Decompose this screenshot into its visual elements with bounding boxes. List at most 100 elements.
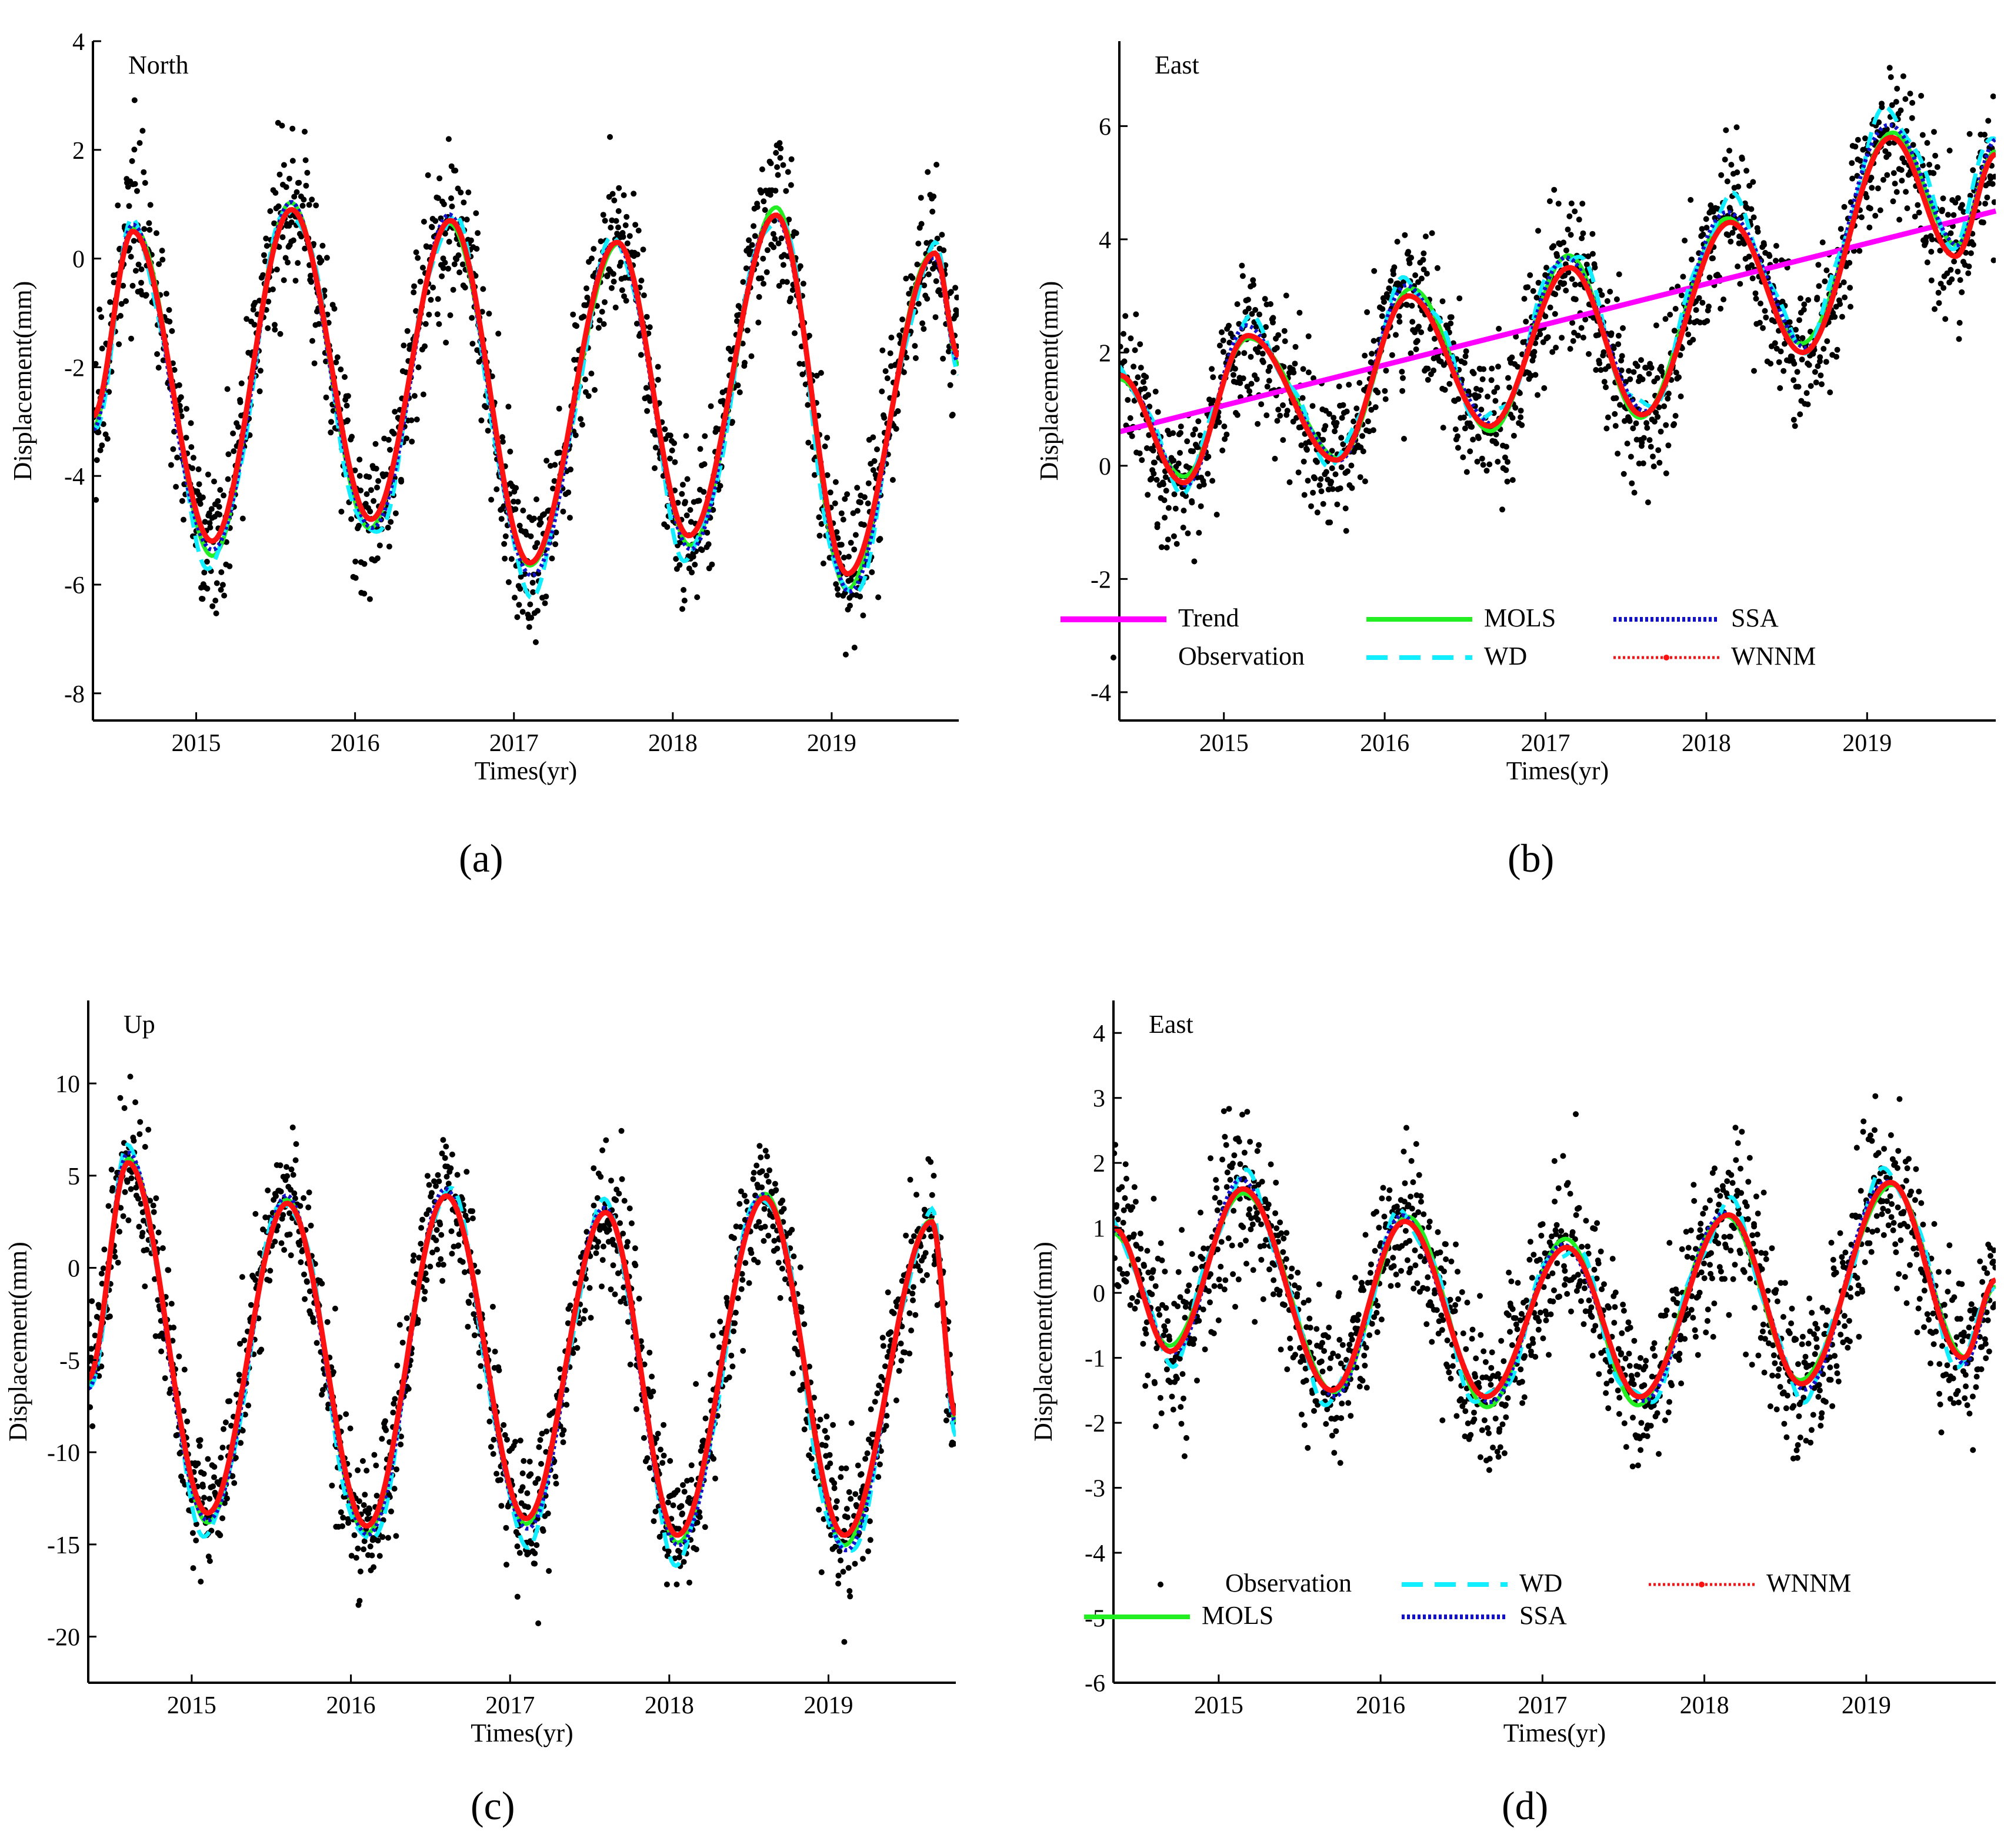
observation-point (183, 435, 189, 441)
observation-point (1272, 455, 1278, 462)
observation-point (1289, 1265, 1295, 1272)
observation-point (206, 510, 212, 516)
observation-point (147, 202, 154, 208)
observation-point (869, 569, 875, 575)
observation-point (136, 1131, 143, 1138)
observation-point (319, 1387, 326, 1393)
observation-point (616, 185, 622, 191)
observation-point (417, 278, 424, 285)
observation-point (672, 459, 678, 465)
observation-point (1640, 460, 1646, 466)
observation-point (1286, 479, 1293, 485)
y-tick-label: -10 (47, 1440, 80, 1467)
observation-point (288, 219, 295, 225)
observation-point (1208, 1155, 1213, 1162)
observation-point (551, 478, 558, 484)
observation-point (1509, 415, 1516, 421)
observation-point (207, 524, 214, 531)
observation-point (1329, 448, 1335, 454)
observation-point (599, 1147, 606, 1153)
observation-point (184, 1418, 191, 1425)
observation-point (272, 326, 278, 333)
observation-point (1212, 1195, 1218, 1201)
observation-point (512, 506, 519, 512)
observation-point (1470, 436, 1476, 443)
observation-point (788, 295, 794, 302)
observation-point (1483, 468, 1490, 474)
observation-point (1227, 1177, 1233, 1183)
observation-point (1391, 264, 1398, 271)
observation-point (1184, 1288, 1191, 1295)
model-curves (1119, 104, 1996, 497)
observation-point (1414, 338, 1421, 344)
observation-point (1253, 323, 1259, 330)
observation-point (440, 1262, 446, 1268)
y-tick-label: -4 (64, 463, 85, 491)
observation-point (1608, 330, 1615, 336)
observation-point (546, 1568, 552, 1574)
observation-point (1622, 418, 1628, 424)
observation-point (573, 323, 580, 329)
observation-point (907, 1176, 913, 1183)
observation-point (473, 210, 479, 216)
observation-point (1824, 338, 1830, 345)
observation-point (684, 476, 691, 482)
observation-point (1992, 174, 1996, 180)
observation-point (1365, 418, 1371, 425)
observation-point (528, 533, 534, 539)
observation-point (609, 191, 616, 197)
observation-point (171, 366, 178, 373)
observation-point (449, 204, 455, 209)
observation-point (1818, 372, 1824, 379)
observation-point (433, 1237, 439, 1243)
observation-point (1722, 156, 1728, 163)
observation-point (1530, 353, 1537, 359)
observation-point (1276, 1288, 1283, 1295)
observation-point (667, 455, 673, 462)
observation-point (237, 399, 244, 405)
observation-point (539, 1430, 545, 1437)
observation-point (1838, 226, 1844, 232)
observation-point (111, 279, 117, 286)
observation-point (1153, 476, 1160, 483)
observation-point (909, 275, 916, 281)
observation-point (1148, 1275, 1155, 1282)
observation-point (1162, 1327, 1169, 1334)
observation-point (923, 240, 930, 246)
observation-point (735, 1295, 741, 1302)
observation-point (1122, 1161, 1129, 1167)
observation-point (1703, 216, 1709, 222)
observation-point (1948, 230, 1954, 236)
observation-point (206, 1558, 213, 1565)
observation-point (1595, 332, 1602, 338)
observation-point (1179, 1227, 1185, 1233)
observation-point (799, 371, 806, 378)
observation-point (1329, 486, 1336, 492)
observation-point (1598, 367, 1604, 373)
observation-point (205, 471, 211, 478)
observation-point (848, 1496, 854, 1502)
observation-point (1232, 1303, 1238, 1310)
observation-point (528, 1540, 535, 1547)
observation-point (273, 1193, 279, 1199)
observation-point (128, 335, 134, 342)
observation-point (1296, 1345, 1303, 1351)
legend-label-wnnm: WNNM (1731, 642, 1816, 671)
observation-point (1181, 1453, 1188, 1459)
observation-point (592, 387, 598, 393)
observation-point (1898, 167, 1905, 173)
observation-point (1294, 1291, 1301, 1297)
observation-point (1421, 250, 1427, 256)
observation-point (1963, 249, 1969, 256)
observation-point (1154, 521, 1161, 528)
observation-point (758, 1154, 764, 1160)
observation-point (356, 1597, 363, 1604)
observation-point (679, 606, 685, 612)
observation-point (902, 1349, 908, 1356)
observation-point (611, 278, 617, 285)
observation-point (672, 1555, 678, 1562)
observation-point (797, 1264, 803, 1270)
observation-point (431, 1178, 437, 1185)
observation-point (1816, 283, 1822, 289)
observation-point (435, 296, 441, 302)
